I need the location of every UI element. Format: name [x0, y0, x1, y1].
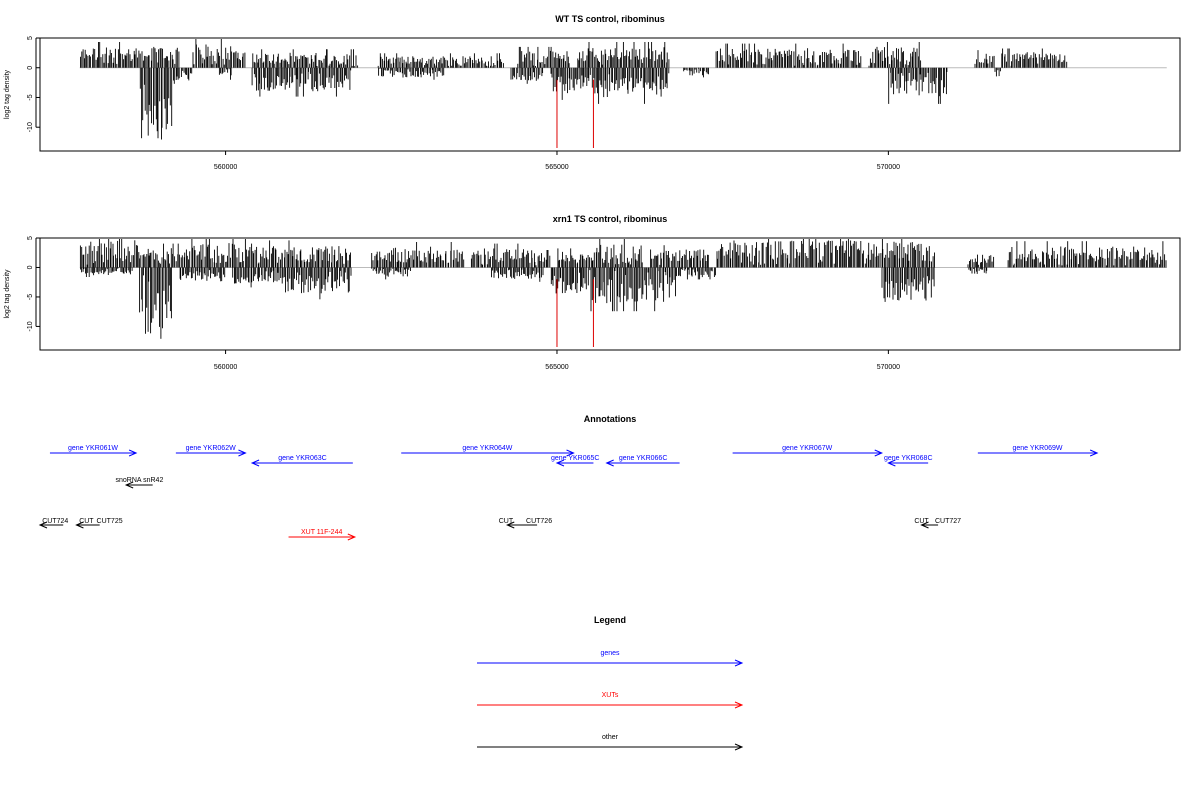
gene-label: gene YKR067W [782, 445, 832, 452]
panel-title: xrn1 TS control, ribominus [553, 214, 668, 224]
legend-label: other [602, 734, 619, 741]
x-tick-label: 560000 [214, 364, 237, 371]
gene-label: gene YKR062W [186, 445, 236, 452]
gene-arrow-1 [49, 449, 138, 457]
xut-label: XUT 11F-244 [301, 529, 342, 536]
coverage-bars [79, 239, 1167, 339]
legend-arrow-other [477, 743, 744, 751]
legend-arrow-genes [477, 659, 744, 667]
cut-label: CUT [914, 518, 929, 525]
cut-label: CUT727 [935, 518, 961, 525]
y-axis: 5 0 -5 -10 log2 tag density [4, 36, 40, 132]
y-tick-label: 0 [27, 265, 34, 269]
legend-panel: Legend genes XUTs other [477, 615, 744, 751]
x-tick-label: 570000 [877, 364, 900, 371]
cut-label: CUT724 [42, 518, 68, 525]
cut-label: CUT725 [97, 518, 123, 525]
gene-label: gene YKR063C [278, 455, 327, 462]
coverage-bars [80, 39, 1068, 140]
snorna-label: snoRNA snR42 [115, 477, 163, 484]
y-tick-label: 5 [27, 236, 34, 240]
cut-label: CUT [79, 518, 94, 525]
x-tick-label: 560000 [214, 164, 237, 171]
gene-arrow-4 [401, 449, 575, 457]
cut-arrow-1 [38, 521, 64, 529]
snorna-arrow [124, 481, 153, 489]
legend-title: Legend [594, 615, 626, 625]
panel-title: WT TS control, ribominus [555, 14, 665, 24]
plot-frame [39, 237, 1181, 351]
gene-arrow-9 [977, 449, 1099, 457]
gene-label: gene YKR069W [1012, 445, 1062, 452]
legend-label: genes [600, 650, 620, 657]
y-tick-label: -5 [27, 94, 34, 100]
gene-label: gene YKR066C [619, 455, 668, 462]
y-tick-label: 5 [27, 36, 34, 40]
x-axis: 560000 565000 570000 [214, 151, 900, 171]
gene-label: gene YKR068C [884, 455, 933, 462]
x-tick-label: 565000 [545, 364, 568, 371]
cut-arrow-7 [920, 521, 939, 529]
cut-label: CUT [499, 518, 514, 525]
gene-arrow-6 [605, 459, 680, 467]
y-axis: 5 0 -5 -10 log2 tag density [4, 236, 40, 331]
y-tick-label: 0 [27, 66, 34, 70]
x-tick-label: 570000 [877, 164, 900, 171]
cut-arrow-5 [505, 521, 538, 529]
cut-arrow-3 [75, 521, 100, 529]
gene-arrow-5 [555, 459, 594, 467]
y-tick-label: -10 [27, 122, 34, 132]
gene-label: gene YKR061W [68, 445, 118, 452]
xut-arrow [288, 533, 357, 541]
annotations-title: Annotations [584, 414, 637, 424]
annotations-panel: Annotations gene YKR061W gene YKR062W gene … [38, 414, 1099, 541]
gene-label: gene YKR064W [462, 445, 512, 452]
y-axis-label: log2 tag density [4, 269, 11, 319]
gene-arrow-2 [175, 449, 247, 457]
y-tick-label: -5 [27, 294, 34, 300]
gene-arrow-8 [887, 459, 929, 467]
legend-arrow-XUTs [477, 701, 744, 709]
cut-label: CUT726 [526, 518, 552, 525]
y-tick-label: -10 [27, 321, 34, 331]
plot-frame [39, 37, 1181, 152]
gene-arrow-7 [732, 449, 884, 457]
x-axis: 560000 565000 570000 [214, 350, 900, 371]
track-panel-1: WT TS control, ribominus 5 0 -5 -10 log2 tag … [4, 14, 1181, 171]
gene-arrow-3 [250, 459, 353, 467]
track-panel-2: xrn1 TS control, ribominus 5 0 -5 -10 log2 ta… [4, 214, 1181, 371]
x-tick-label: 565000 [545, 164, 568, 171]
y-axis-label: log2 tag density [4, 69, 11, 119]
legend-label: XUTs [602, 692, 619, 699]
gene-label: gene YKR065C [551, 455, 600, 462]
